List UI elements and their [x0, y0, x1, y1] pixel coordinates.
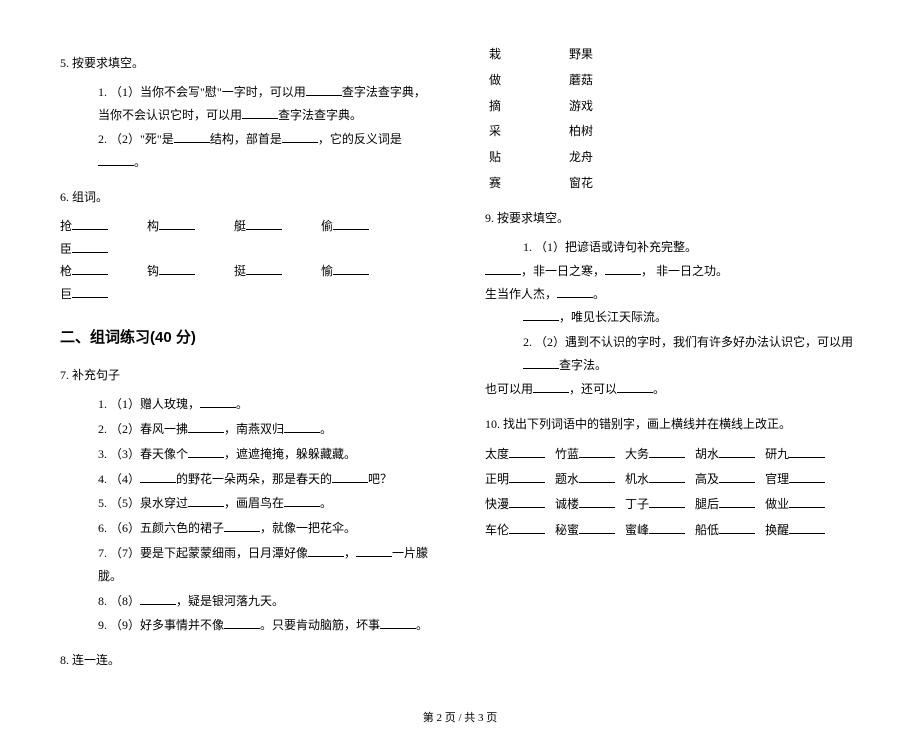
zuci-cell: 钩: [147, 260, 213, 283]
page-footer: 第 2 页 / 共 3 页: [60, 708, 860, 729]
q10-unit: 蜜峰: [625, 518, 685, 543]
q9-body: 1. （1）把谚语或诗句补充完整。: [485, 236, 860, 259]
q10-unit: 换醒: [765, 518, 825, 543]
right-column: 栽野果 做蘑菇 摘游戏 采柏树 贴龙舟 赛窗花 9. 按要求填空。 1. （1）…: [485, 40, 860, 678]
q6-row: 抢 构 艇 偷 臣: [60, 215, 435, 261]
q7-items: 1. （1）赠人玫瑰，。 2. （2）春风一拂，南燕双归。 3. （3）春天像个…: [60, 393, 435, 637]
q10-unit: 机水: [625, 467, 685, 492]
zuci-cell: 艇: [234, 215, 300, 238]
zuci-cell: 枪: [60, 260, 126, 283]
left-column: 5. 按要求填空。 1. （1）当你不会写"慰"一字时，可以用查字法查字典，当你…: [60, 40, 435, 678]
match-row: 做蘑菇: [489, 69, 860, 92]
q6-row: 枪 钩 挺 愉 巨: [60, 260, 435, 306]
q9-line: 生当作人杰，。: [485, 283, 860, 306]
q8-title: 8. 连一连。: [60, 649, 435, 672]
zuci-cell: 愉: [321, 260, 387, 283]
q10-units: 太度竹蓝大务胡水研九正明题水机水高及官理快漫诚楼丁子腿后做业车伦秘蜜蜜峰船低换醒: [485, 442, 860, 543]
q10-unit: 秘蜜: [555, 518, 615, 543]
q7-title: 7. 补充句子: [60, 364, 435, 387]
q10-unit: 研九: [765, 442, 825, 467]
q10-unit: 大务: [625, 442, 685, 467]
match-right: 龙舟: [569, 146, 593, 169]
q10-unit: 丁子: [625, 492, 685, 517]
zuci-cell: 挺: [234, 260, 300, 283]
q10-unit: 高及: [695, 467, 755, 492]
match-right: 游戏: [569, 95, 593, 118]
match-right: 蘑菇: [569, 69, 593, 92]
match-left: 做: [489, 69, 569, 92]
q10-unit: 腿后: [695, 492, 755, 517]
q10-unit: 船低: [695, 518, 755, 543]
q9-item2: 2. （2）遇到不认识的字时，我们有许多好办法认识它，可以用查字法。: [523, 331, 860, 377]
section-2-header: 二、组词练习(40 分): [60, 324, 435, 353]
q5-item: 2. （2）"死"是结构，部首是，它的反义词是。: [98, 128, 435, 174]
match-right: 窗花: [569, 172, 593, 195]
zuci-cell: 臣: [60, 238, 126, 261]
q9-line: ，唯见长江天际流。: [485, 306, 860, 329]
q7-item: 1. （1）赠人玫瑰，。: [98, 393, 435, 416]
q10-unit: 做业: [765, 492, 825, 517]
q10-unit: 车伦: [485, 518, 545, 543]
q7-item: 6. （6）五颜六色的裙子，就像一把花伞。: [98, 517, 435, 540]
q9-line: 也可以用，还可以。: [485, 378, 860, 401]
q7-item: 5. （5）泉水穿过，画眉鸟在。: [98, 492, 435, 515]
q5-items: 1. （1）当你不会写"慰"一字时，可以用查字法查字典，当你不会认识它时，可以用…: [60, 81, 435, 174]
match-row: 采柏树: [489, 120, 860, 143]
match-right: 野果: [569, 43, 593, 66]
zuci-cell: 抢: [60, 215, 126, 238]
match-left: 贴: [489, 146, 569, 169]
match-row: 摘游戏: [489, 95, 860, 118]
q10-unit: 快漫: [485, 492, 545, 517]
q10-unit: 题水: [555, 467, 615, 492]
q7-item: 4. （4）的野花一朵两朵，那是春天的吧？: [98, 468, 435, 491]
q10-unit: 竹蓝: [555, 442, 615, 467]
match-row: 赛窗花: [489, 172, 860, 195]
q9-item1-lead: 1. （1）把谚语或诗句补充完整。: [523, 236, 860, 259]
q7-item: 8. （8），疑是银河落九天。: [98, 590, 435, 613]
q7-item: 9. （9）好多事情并不像。只要肯动脑筋，坏事。: [98, 614, 435, 637]
match-row: 栽野果: [489, 43, 860, 66]
q10-unit: 诚楼: [555, 492, 615, 517]
q7-item: 2. （2）春风一拂，南燕双归。: [98, 418, 435, 441]
q7-item: 3. （3）春天像个，遮遮掩掩，躲躲藏藏。: [98, 443, 435, 466]
q10-unit: 胡水: [695, 442, 755, 467]
q5-item: 1. （1）当你不会写"慰"一字时，可以用查字法查字典，当你不会认识它时，可以用…: [98, 81, 435, 127]
match-left: 摘: [489, 95, 569, 118]
q7-item: 7. （7）要是下起蒙蒙细雨，日月潭好像，一片朦胧。: [98, 542, 435, 588]
match-block: 栽野果 做蘑菇 摘游戏 采柏树 贴龙舟 赛窗花: [485, 43, 860, 195]
zuci-cell: 巨: [60, 283, 126, 306]
q9-line: ，非一日之寒，， 非一日之功。: [485, 260, 860, 283]
q5-title: 5. 按要求填空。: [60, 52, 435, 75]
q10-unit: 太度: [485, 442, 545, 467]
match-left: 赛: [489, 172, 569, 195]
q10-unit: 正明: [485, 467, 545, 492]
zuci-cell: 偷: [321, 215, 387, 238]
match-right: 柏树: [569, 120, 593, 143]
q6-title: 6. 组词。: [60, 186, 435, 209]
q10-title: 10. 找出下列词语中的错别字，画上横线并在横线上改正。: [485, 413, 860, 436]
zuci-cell: 构: [147, 215, 213, 238]
q10-unit: 官理: [765, 467, 825, 492]
match-row: 贴龙舟: [489, 146, 860, 169]
q9-title: 9. 按要求填空。: [485, 207, 860, 230]
match-left: 栽: [489, 43, 569, 66]
match-left: 采: [489, 120, 569, 143]
